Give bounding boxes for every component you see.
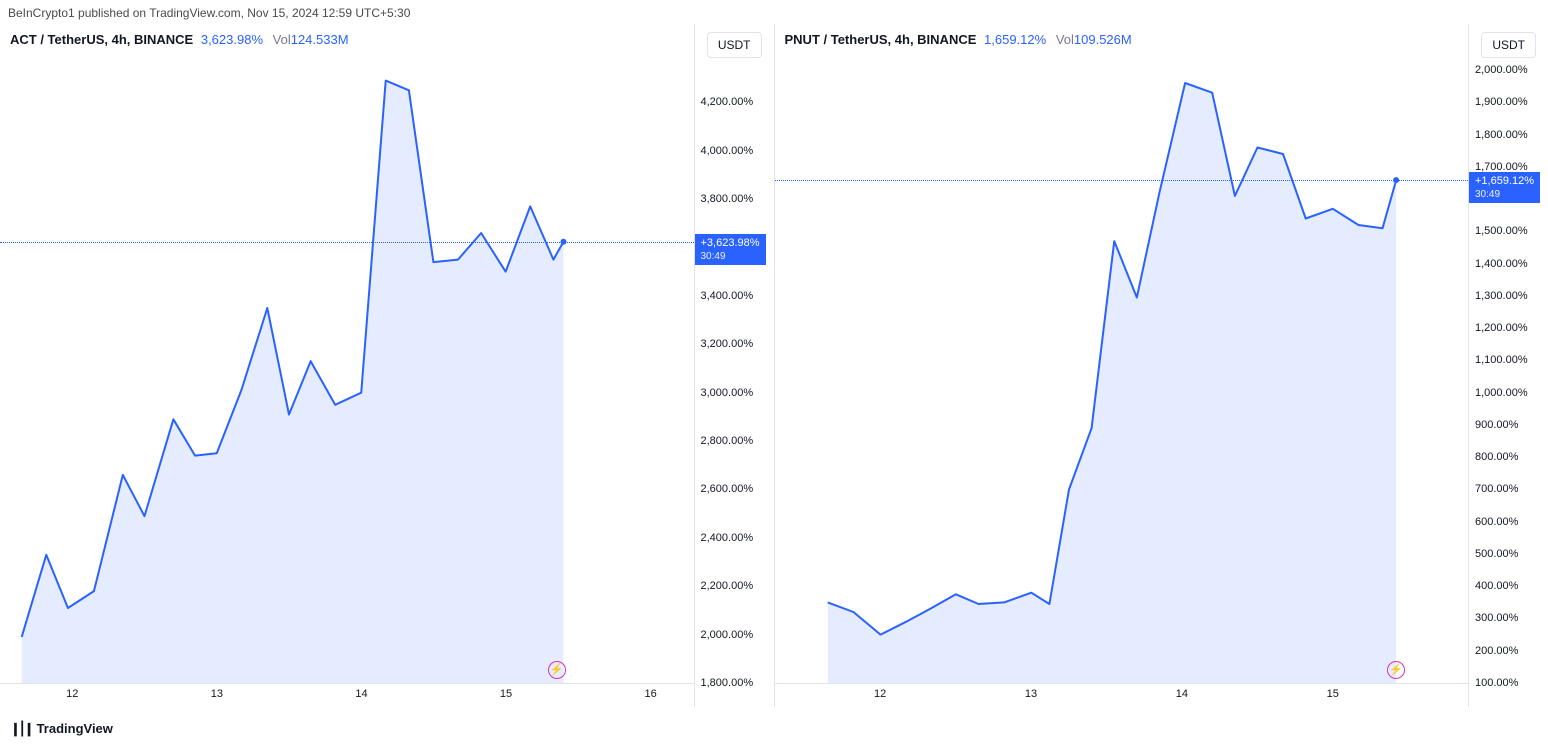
logo-icon: ❙⎮❙	[10, 721, 33, 737]
y-tick: 500.00%	[1475, 548, 1518, 560]
y-tick: 1,100.00%	[1475, 354, 1528, 366]
price-flag-countdown: 30:49	[701, 250, 760, 263]
y-tick: 2,600.00%	[701, 483, 754, 495]
y-tick: 900.00%	[1475, 419, 1518, 431]
volume-label: Vol	[273, 32, 291, 47]
y-tick: 4,200.00%	[701, 96, 754, 108]
y-tick: 3,000.00%	[701, 387, 754, 399]
publisher-header: BeInCrypto1 published on TradingView.com…	[8, 6, 410, 20]
y-tick: 3,200.00%	[701, 338, 754, 350]
y-tick: 1,800.00%	[1475, 129, 1528, 141]
volume-value: 124.533M	[291, 32, 349, 47]
plot-area-right[interactable]: ⚡	[775, 24, 1469, 707]
current-price-line	[0, 242, 694, 243]
x-axis-right[interactable]: 12 13 14 15	[775, 683, 1469, 707]
x-tick: 13	[1025, 688, 1037, 700]
x-tick: 12	[874, 688, 886, 700]
y-tick: 2,400.00%	[701, 532, 754, 544]
volume-value: 109.526M	[1074, 32, 1132, 47]
y-tick: 1,300.00%	[1475, 290, 1528, 302]
percent-change: 1,659.12%	[984, 32, 1046, 47]
y-tick: 1,000.00%	[1475, 387, 1528, 399]
y-tick: 3,800.00%	[701, 193, 754, 205]
logo-text: TradingView	[37, 721, 113, 736]
y-tick: 1,400.00%	[1475, 258, 1528, 270]
y-tick: 4,000.00%	[701, 145, 754, 157]
chart-svg-left	[0, 24, 694, 707]
y-axis-right[interactable]: +1,659.12% 30:49 2,000.00% 1,900.00% 1,800…	[1468, 24, 1548, 707]
y-tick: 300.00%	[1475, 612, 1518, 624]
x-tick: 12	[66, 688, 78, 700]
price-flag-right: +1,659.12% 30:49	[1469, 172, 1540, 203]
y-tick: 3,400.00%	[701, 290, 754, 302]
quote-badge[interactable]: USDT	[707, 32, 762, 58]
y-tick: 2,000.00%	[1475, 64, 1528, 76]
y-tick: 2,200.00%	[701, 580, 754, 592]
chart-pane-left[interactable]: ACT / TetherUS, 4h, BINANCE 3,623.98% Vo…	[0, 24, 775, 707]
y-tick: 400.00%	[1475, 580, 1518, 592]
price-flag-left: +3,623.98% 30:49	[695, 234, 766, 265]
y-axis-left[interactable]: +3,623.98% 30:49 4,200.00% 4,000.00% 3,800…	[694, 24, 774, 707]
y-tick: 600.00%	[1475, 516, 1518, 528]
x-tick: 16	[645, 688, 657, 700]
y-tick: 1,200.00%	[1475, 322, 1528, 334]
x-axis-left[interactable]: 12 13 14 15 16	[0, 683, 694, 707]
legend-right: PNUT / TetherUS, 4h, BINANCE 1,659.12% V…	[785, 32, 1132, 47]
current-price-line	[775, 180, 1469, 181]
charts-container: ACT / TetherUS, 4h, BINANCE 3,623.98% Vo…	[0, 24, 1548, 707]
legend-left: ACT / TetherUS, 4h, BINANCE 3,623.98% Vo…	[10, 32, 349, 47]
x-tick: 13	[211, 688, 223, 700]
x-tick: 15	[500, 688, 512, 700]
y-tick: 1,900.00%	[1475, 96, 1528, 108]
y-tick: 1,500.00%	[1475, 225, 1528, 237]
x-tick: 14	[355, 688, 367, 700]
y-tick: 1,800.00%	[701, 677, 754, 689]
y-tick: 100.00%	[1475, 677, 1518, 689]
y-tick: 700.00%	[1475, 483, 1518, 495]
chart-svg-right	[775, 24, 1469, 707]
y-tick: 2,800.00%	[701, 435, 754, 447]
tradingview-logo[interactable]: ❙⎮❙ TradingView	[10, 721, 113, 737]
volume-label: Vol	[1056, 32, 1074, 47]
y-tick: 1,700.00%	[1475, 161, 1528, 173]
price-flag-countdown: 30:49	[1475, 188, 1534, 201]
y-tick: 200.00%	[1475, 645, 1518, 657]
y-tick: 800.00%	[1475, 451, 1518, 463]
x-tick: 14	[1176, 688, 1188, 700]
symbol-label[interactable]: ACT / TetherUS, 4h, BINANCE	[10, 32, 193, 47]
chart-pane-right[interactable]: PNUT / TetherUS, 4h, BINANCE 1,659.12% V…	[775, 24, 1548, 707]
price-flag-main: +1,659.12%	[1475, 175, 1534, 187]
lightning-icon[interactable]: ⚡	[1387, 661, 1405, 679]
percent-change: 3,623.98%	[201, 32, 263, 47]
lightning-icon[interactable]: ⚡	[548, 661, 566, 679]
y-tick: 2,000.00%	[701, 629, 754, 641]
quote-badge[interactable]: USDT	[1481, 32, 1536, 58]
plot-area-left[interactable]: ⚡	[0, 24, 694, 707]
x-tick: 15	[1327, 688, 1339, 700]
price-flag-main: +3,623.98%	[701, 237, 760, 249]
symbol-label[interactable]: PNUT / TetherUS, 4h, BINANCE	[785, 32, 977, 47]
